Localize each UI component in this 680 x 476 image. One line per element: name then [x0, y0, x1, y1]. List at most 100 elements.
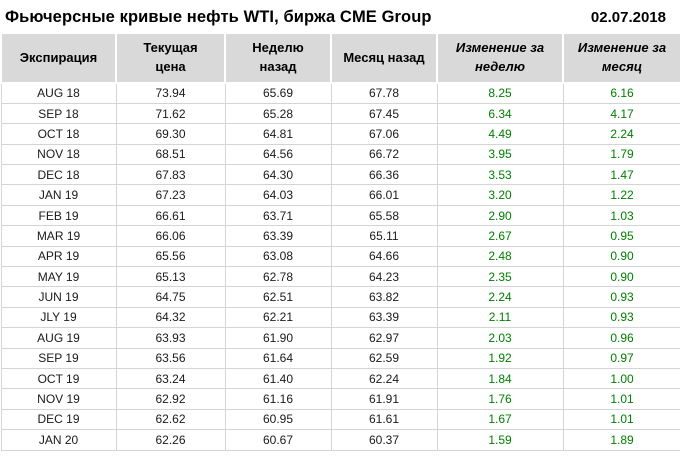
cell-expiration: DEC 19	[0, 408, 117, 431]
cell-expiration: MAR 19	[0, 225, 117, 247]
cell-week_change: 2.11	[436, 306, 564, 329]
cell-week_ago: 63.39	[224, 225, 332, 247]
cell-week_ago: 64.30	[224, 164, 332, 186]
table-row: FEB 19 66.61 63.71 65.58 2.90 1.03	[0, 204, 680, 227]
cell-month_ago: 66.72	[330, 143, 438, 166]
cell-month_ago: 62.24	[330, 367, 438, 390]
table-row: JAN 19 67.23 64.03 66.01 3.20 1.22	[0, 184, 680, 206]
table-row: SEP 19 63.56 61.64 62.59 1.92 0.97	[0, 347, 680, 369]
cell-month_change: 0.93	[562, 306, 680, 329]
cell-current: 64.32	[115, 306, 226, 329]
cell-month_ago: 64.66	[330, 245, 438, 268]
cell-current: 63.93	[115, 327, 226, 349]
cell-current: 65.56	[115, 245, 226, 268]
cell-week_ago: 61.90	[224, 327, 332, 349]
cell-month_change: 4.17	[562, 102, 680, 125]
cell-current: 62.26	[115, 429, 226, 451]
table-row: JLY 19 64.32 62.21 63.39 2.11 0.93	[0, 306, 680, 329]
cell-week_ago: 63.08	[224, 245, 332, 268]
cell-week_ago: 62.51	[224, 286, 332, 308]
cell-month_ago: 64.23	[330, 266, 438, 288]
cell-week_change: 1.76	[436, 388, 564, 410]
cell-month_change: 1.00	[562, 367, 680, 390]
cell-week_change: 1.84	[436, 367, 564, 390]
cell-week_ago: 61.16	[224, 388, 332, 410]
column-header-month_ago: Месяц назад	[330, 32, 438, 84]
cell-week_change: 6.34	[436, 102, 564, 125]
cell-week_ago: 60.95	[224, 408, 332, 431]
cell-week_change: 4.49	[436, 123, 564, 145]
cell-month_ago: 63.82	[330, 286, 438, 308]
cell-month_change: 1.89	[562, 429, 680, 451]
cell-week_change: 2.03	[436, 327, 564, 349]
cell-week_change: 1.67	[436, 408, 564, 431]
cell-month_change: 1.79	[562, 143, 680, 166]
table-row: APR 19 65.56 63.08 64.66 2.48 0.90	[0, 245, 680, 268]
cell-expiration: NOV 19	[0, 388, 117, 410]
cell-expiration: DEC 18	[0, 164, 117, 186]
cell-week_change: 2.24	[436, 286, 564, 308]
cell-month_change: 1.01	[562, 408, 680, 431]
cell-month_ago: 62.97	[330, 327, 438, 349]
cell-month_ago: 66.36	[330, 164, 438, 186]
cell-month_ago: 67.78	[330, 82, 438, 104]
cell-month_change: 0.90	[562, 245, 680, 268]
cell-week_change: 1.59	[436, 429, 564, 451]
cell-week_change: 2.67	[436, 225, 564, 247]
cell-week_change: 2.48	[436, 245, 564, 268]
cell-month_ago: 63.39	[330, 306, 438, 329]
cell-week_ago: 60.67	[224, 429, 332, 451]
table-row: AUG 19 63.93 61.90 62.97 2.03 0.96	[0, 327, 680, 349]
table-row: SEP 18 71.62 65.28 67.45 6.34 4.17	[0, 102, 680, 125]
cell-week_change: 2.90	[436, 204, 564, 227]
cell-week_ago: 61.64	[224, 347, 332, 369]
cell-expiration: FEB 19	[0, 204, 117, 227]
cell-month_change: 2.24	[562, 123, 680, 145]
cell-month_ago: 60.37	[330, 429, 438, 451]
cell-month_change: 0.96	[562, 327, 680, 349]
cell-current: 62.92	[115, 388, 226, 410]
cell-month_ago: 67.45	[330, 102, 438, 125]
cell-month_change: 0.97	[562, 347, 680, 369]
cell-month_ago: 65.58	[330, 204, 438, 227]
column-header-week_change: Изменение за неделю	[436, 32, 564, 84]
cell-week_change: 8.25	[436, 82, 564, 104]
cell-current: 64.75	[115, 286, 226, 308]
cell-current: 66.06	[115, 225, 226, 247]
cell-current: 68.51	[115, 143, 226, 166]
cell-week_change: 3.53	[436, 164, 564, 186]
cell-week_change: 2.35	[436, 266, 564, 288]
cell-expiration: OCT 19	[0, 367, 117, 390]
futures-table: Экспирация Текущая цена Неделю назад Месяц …	[0, 32, 680, 451]
report-date: 02.07.2018	[590, 8, 666, 26]
column-header-week_ago: Неделю назад	[224, 32, 332, 84]
cell-month_ago: 67.06	[330, 123, 438, 145]
column-header-current: Текущая цена	[115, 32, 226, 84]
cell-month_ago: 65.11	[330, 225, 438, 247]
cell-week_ago: 61.40	[224, 367, 332, 390]
cell-week_ago: 64.03	[224, 184, 332, 206]
cell-expiration: JUN 19	[0, 286, 117, 308]
cell-month_change: 6.16	[562, 82, 680, 104]
cell-current: 69.30	[115, 123, 226, 145]
cell-current: 66.61	[115, 204, 226, 227]
cell-expiration: JAN 19	[0, 184, 117, 206]
cell-month_ago: 61.61	[330, 408, 438, 431]
cell-month_ago: 62.59	[330, 347, 438, 369]
cell-current: 67.23	[115, 184, 226, 206]
cell-current: 62.62	[115, 408, 226, 431]
table-row: MAR 19 66.06 63.39 65.11 2.67 0.95	[0, 225, 680, 247]
table-row: AUG 18 73.94 65.69 67.78 8.25 6.16	[0, 82, 680, 104]
cell-month_change: 1.03	[562, 204, 680, 227]
cell-month_change: 0.90	[562, 266, 680, 288]
table-row: DEC 18 67.83 64.30 66.36 3.53 1.47	[0, 164, 680, 186]
cell-month_change: 1.01	[562, 388, 680, 410]
cell-week_change: 3.20	[436, 184, 564, 206]
cell-week_ago: 65.69	[224, 82, 332, 104]
table-body: AUG 18 73.94 65.69 67.78 8.25 6.16 SEP 18 71.62…	[0, 82, 680, 451]
cell-week_ago: 63.71	[224, 204, 332, 227]
cell-expiration: AUG 19	[0, 327, 117, 349]
cell-expiration: SEP 18	[0, 102, 117, 125]
table-row: JUN 19 64.75 62.51 63.82 2.24 0.93	[0, 286, 680, 308]
column-header-expiration: Экспирация	[0, 32, 117, 84]
